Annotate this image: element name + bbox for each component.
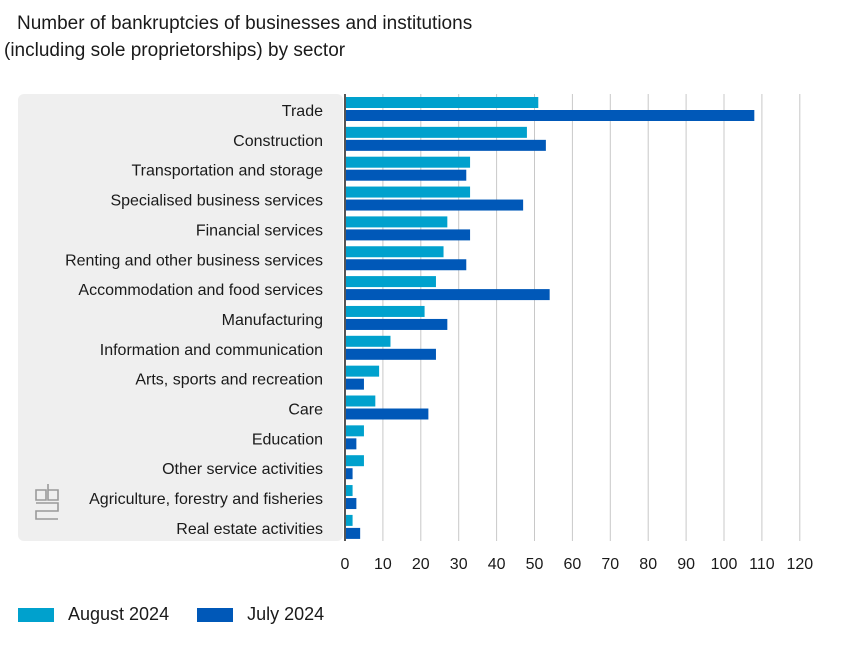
chart-title-line2: (including sole proprietorships) by sect…: [4, 40, 346, 61]
category-label: Information and communication: [100, 342, 323, 359]
category-label: Education: [252, 431, 323, 448]
category-label: Trade: [282, 103, 323, 120]
category-label: Construction: [233, 133, 323, 150]
bar-july: [345, 438, 357, 450]
bar-july: [345, 527, 361, 539]
category-label: Manufacturing: [222, 312, 323, 329]
x-tick-label: 90: [677, 556, 695, 573]
bar-july: [345, 289, 550, 301]
x-tick-label: 50: [526, 556, 544, 573]
legend-item-july: July 2024: [197, 604, 324, 625]
bar-august: [345, 216, 448, 228]
bar-july: [345, 139, 546, 151]
category-label: Care: [288, 402, 323, 419]
category-label: Specialised business services: [110, 193, 323, 210]
bar-august: [345, 365, 380, 377]
legend-label-july: July 2024: [247, 604, 325, 624]
bar-july: [345, 498, 357, 510]
bar-july: [345, 348, 436, 360]
bar-august: [345, 425, 364, 437]
category-label: Agriculture, forestry and fisheries: [89, 491, 323, 508]
x-tick-label: 0: [341, 556, 350, 573]
bar-august: [345, 246, 444, 258]
legend-swatch-july: [197, 607, 234, 622]
bar-july: [345, 169, 467, 181]
bar-august: [345, 276, 436, 288]
bar-august: [345, 97, 539, 108]
legend-item-august: August 2024: [18, 604, 169, 625]
bar-august: [345, 455, 364, 467]
x-tick-label: 20: [412, 556, 430, 573]
bar-august: [345, 485, 353, 497]
x-tick-label: 30: [450, 556, 468, 573]
legend: August 2024 July 2024: [18, 604, 352, 625]
x-tick-label: 70: [601, 556, 619, 573]
bar-august: [345, 126, 527, 138]
category-label: Transportation and storage: [131, 163, 323, 180]
bar-july: [345, 378, 364, 390]
x-tick-label: 100: [711, 556, 738, 573]
category-label: Arts, sports and recreation: [135, 372, 323, 389]
category-label: Accommodation and food services: [78, 282, 323, 299]
bar-august: [345, 156, 471, 168]
x-tick-label: 60: [564, 556, 582, 573]
legend-swatch-august: [18, 607, 54, 622]
bar-august: [345, 186, 471, 198]
bar-july: [345, 229, 471, 241]
x-tick-label: 110: [749, 556, 775, 573]
chart-title-line1: Number of bankruptcies of businesses and…: [17, 13, 473, 34]
bar-july: [345, 199, 524, 211]
x-tick-label: 120: [786, 556, 813, 573]
category-label: Renting and other business services: [65, 252, 323, 269]
category-label: Financial services: [196, 222, 323, 239]
label-panel: [18, 94, 343, 541]
bar-july: [345, 259, 467, 271]
bar-august: [345, 305, 425, 317]
bar-august: [345, 514, 353, 526]
x-tick-label: 80: [639, 556, 657, 573]
bar-july: [345, 408, 429, 420]
bar-july: [345, 110, 755, 121]
cbs-logo-icon: [35, 484, 59, 520]
legend-label-august: August 2024: [68, 604, 170, 624]
x-tick-label: 10: [374, 556, 392, 573]
bar-august: [345, 335, 391, 347]
bar-chart: Trade Construction Transportation and stor…: [18, 94, 813, 573]
chart-title: Number of bankruptcies of businesses and…: [4, 10, 604, 64]
bar-august: [345, 395, 376, 407]
category-label: Other service activities: [162, 461, 323, 478]
category-label: Real estate activities: [176, 521, 323, 538]
bar-july: [345, 318, 448, 330]
x-tick-label: 40: [488, 556, 506, 573]
bar-july: [345, 468, 353, 480]
